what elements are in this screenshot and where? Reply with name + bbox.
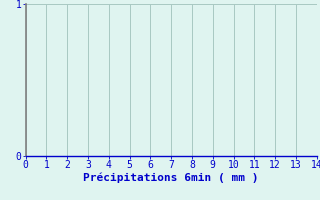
X-axis label: Précipitations 6min ( mm ): Précipitations 6min ( mm )	[84, 173, 259, 183]
